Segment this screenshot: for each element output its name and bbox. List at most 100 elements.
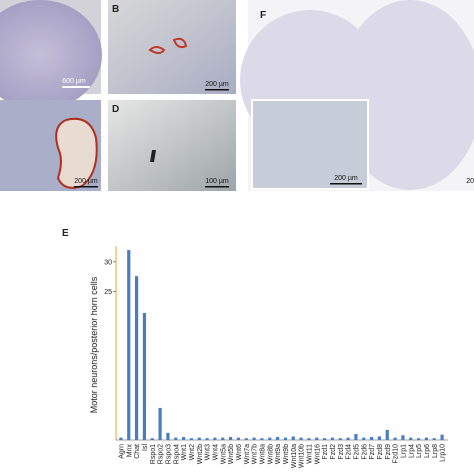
x-tick-label: Wnt5a (220, 444, 227, 464)
y-tick-label: 25 (104, 289, 112, 296)
x-tick-label: Wnt4 (212, 444, 219, 460)
bar (315, 437, 319, 440)
x-tick-label: Agrn (118, 444, 125, 459)
bar (236, 437, 241, 440)
bar (260, 438, 264, 440)
bar (244, 438, 248, 440)
x-tick-label: Lrp10 (440, 444, 447, 462)
scale-label: 200 µm (205, 81, 229, 88)
bar (166, 432, 170, 440)
scale-bar (74, 186, 98, 188)
bar (119, 437, 123, 440)
bar (307, 438, 311, 440)
x-tick-label: Wnt2 (189, 444, 196, 460)
micrograph-b (108, 0, 236, 94)
bar (362, 437, 366, 440)
x-tick-label: Wnt9a (275, 444, 282, 464)
x-tick-label: Isl (142, 444, 149, 451)
outline (55, 117, 98, 189)
scale-label: 600 µm (62, 78, 86, 85)
x-tick-label: Rspo4 (173, 444, 180, 464)
x-tick-label: Fzd6 (361, 444, 368, 460)
scale-label: 20 (466, 178, 474, 185)
inset (253, 101, 367, 188)
bar (401, 435, 405, 440)
scale-label: 200 µm (74, 178, 98, 185)
x-tick-label: Wnt10a (291, 444, 298, 468)
bar (338, 438, 342, 440)
bar (181, 437, 186, 440)
micrograph-d (108, 100, 236, 191)
x-tick-label: Fzd3 (338, 444, 345, 460)
x-tick-label: Lrp6 (424, 444, 431, 458)
bar (385, 429, 389, 440)
x-tick-label: Fzd7 (369, 444, 376, 460)
x-tick-label: Lrp1 (400, 444, 407, 458)
bar (291, 436, 295, 440)
bar (134, 276, 139, 440)
x-tick-label: Mnx (126, 444, 133, 458)
x-tick-label: Lrp4 (408, 444, 415, 458)
outline (148, 37, 188, 54)
bar (268, 437, 272, 440)
x-tick-label: Fzd5 (353, 444, 360, 460)
x-tick-label: Wnt9b (283, 444, 290, 464)
bar (142, 312, 147, 440)
x-tick-label: Wnt11 (306, 444, 313, 464)
scale-label: 100 µm (205, 178, 229, 185)
x-tick-label: Wnt5b (228, 444, 235, 464)
bar (205, 438, 209, 440)
y-tick-label: 30 (104, 259, 112, 266)
bar (275, 437, 280, 440)
bar (322, 438, 327, 440)
x-tick-label: Wnt2b (197, 444, 204, 464)
bar (369, 437, 374, 440)
bar (416, 438, 421, 440)
x-tick-label: Lrp8 (432, 444, 439, 458)
x-tick-label: Fzd8 (377, 444, 384, 460)
x-tick-label: Rspo2 (158, 444, 165, 464)
x-tick-label: Wnt8b (267, 444, 274, 464)
cell (150, 150, 156, 162)
bar (440, 434, 444, 440)
bar (409, 437, 413, 440)
x-tick-label: Wnt8a (259, 444, 266, 464)
x-tick-label: Chat (134, 444, 141, 459)
panel-label: D (112, 104, 119, 115)
scale-bar (62, 86, 90, 88)
tissue (338, 0, 474, 190)
x-tick-label: Fzd4 (346, 444, 353, 460)
x-tick-label: Rspo1 (150, 444, 157, 464)
scale-bar (205, 89, 229, 91)
panel-label: B (112, 4, 119, 15)
x-tick-label: Wnt10b (299, 444, 306, 468)
bar (174, 437, 178, 440)
bar (354, 434, 358, 440)
tissue (0, 0, 102, 110)
bar (283, 437, 288, 440)
x-tick-label: Wnt6 (236, 444, 243, 460)
bar (221, 437, 225, 440)
x-tick-label: Wnt1 (181, 444, 188, 460)
x-tick-label: Lrp5 (416, 444, 423, 458)
bar (252, 437, 256, 440)
x-tick-label: Wnt7a (244, 444, 251, 464)
scale-label: 200 µm (334, 175, 358, 182)
x-tick-label: Fzd2 (330, 444, 337, 460)
bar (150, 438, 154, 440)
scale-bar (205, 186, 229, 188)
bar (299, 437, 303, 440)
bar (189, 438, 194, 440)
x-tick-label: Wnt7b (252, 444, 259, 464)
bar (127, 250, 131, 440)
bar (393, 437, 397, 440)
x-tick-label: Fzd9 (385, 444, 392, 460)
x-tick-label: Wnt16 (314, 444, 321, 464)
scale-bar (330, 183, 362, 185)
bar (377, 436, 382, 440)
bar (424, 437, 429, 440)
bar (432, 438, 436, 440)
x-tick-label: Wnt3 (205, 444, 212, 460)
y-axis-label: Motor neurons/posterior horn cells (89, 276, 99, 413)
